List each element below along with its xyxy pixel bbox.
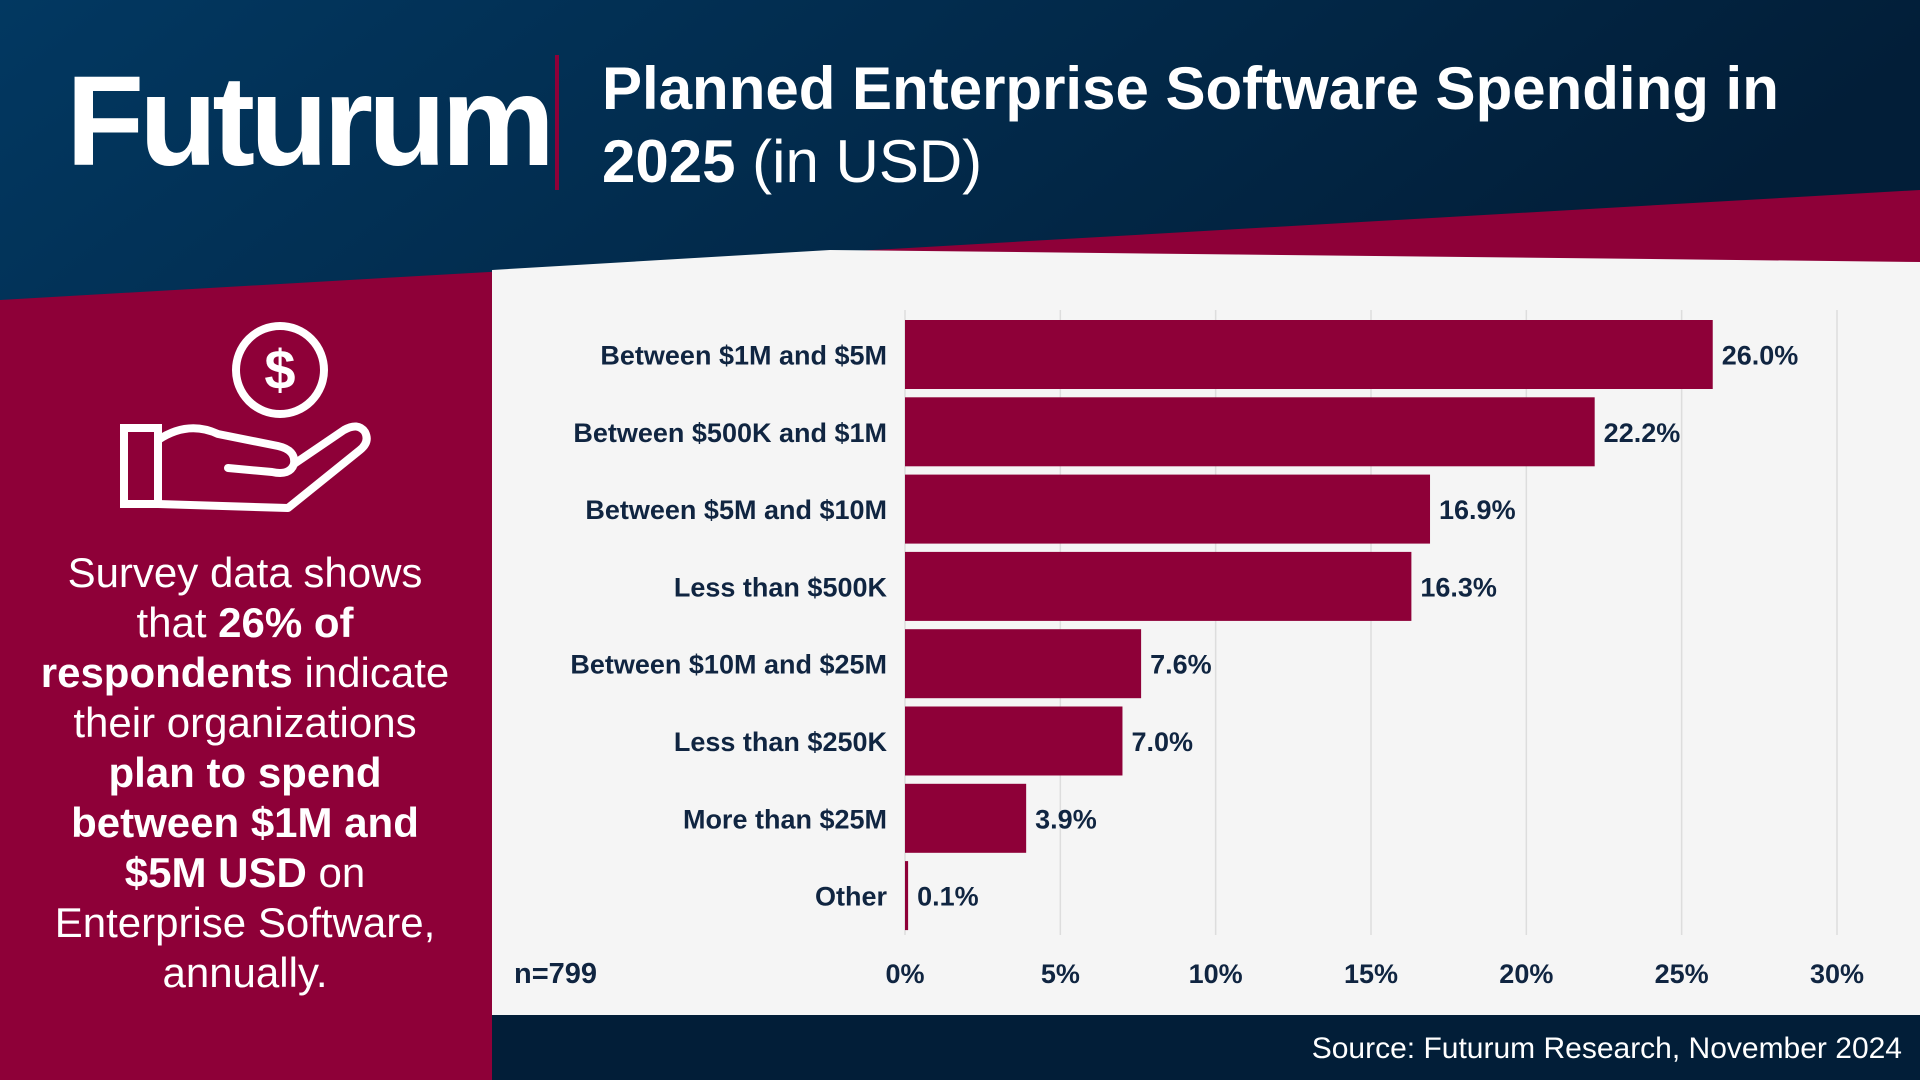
x-tick-label: 15% <box>1344 959 1398 989</box>
category-label: Between $10M and $25M <box>570 650 887 680</box>
svg-text:$: $ <box>264 338 295 401</box>
x-tick-label: 20% <box>1499 959 1553 989</box>
data-label: 22.2% <box>1604 418 1681 448</box>
futurum-logo: Futurum <box>66 50 555 193</box>
category-label: More than $25M <box>683 804 887 834</box>
footer-band <box>492 1015 1920 1080</box>
x-tick-label: 5% <box>1041 959 1080 989</box>
data-label: 3.9% <box>1035 804 1097 834</box>
category-label: Less than $500K <box>674 572 888 602</box>
category-label: Between $1M and $5M <box>600 341 887 371</box>
bar-chart-svg: 0% 5% 10% 15% 20% 25% 30% Between $1M and $5M 26… <box>570 310 1864 989</box>
data-label: 16.3% <box>1420 572 1497 602</box>
x-tick-label: 10% <box>1189 959 1243 989</box>
bar <box>905 474 1431 544</box>
bar-chart: 0% 5% 10% 15% 20% 25% 30% Between $1M and $5M 26… <box>492 270 1920 1014</box>
bar <box>905 706 1123 776</box>
category-label: Between $5M and $10M <box>585 495 887 525</box>
data-label: 7.6% <box>1150 650 1212 680</box>
money-hand-icon: $ <box>118 318 373 518</box>
bar <box>905 783 1027 853</box>
title-unit: (in USD) <box>752 128 983 195</box>
x-tick-label: 30% <box>1810 959 1864 989</box>
bar <box>905 629 1142 699</box>
data-label: 0.1% <box>917 882 979 912</box>
key-finding-text: Survey data shows that 26% of respondent… <box>40 549 450 996</box>
bar <box>905 397 1595 467</box>
x-tick-label: 0% <box>885 959 924 989</box>
bar <box>905 861 909 931</box>
key-finding-highlight-2: plan to spend between $1M and $5M USD <box>71 749 419 896</box>
data-label: 16.9% <box>1439 495 1516 525</box>
sample-size-note: n=799 <box>514 958 598 990</box>
category-label: Less than $250K <box>674 727 888 757</box>
x-tick-label: 25% <box>1655 959 1709 989</box>
category-label: Other <box>815 882 888 912</box>
header-divider <box>555 55 559 190</box>
bar <box>905 320 1713 389</box>
title-main: Planned Enterprise Software Spending in … <box>602 55 1779 195</box>
data-label: 26.0% <box>1722 341 1799 371</box>
bar <box>905 551 1412 621</box>
category-label: Between $500K and $1M <box>573 418 887 448</box>
source-note: Source: Futurum Research, November 2024 <box>1311 1032 1902 1065</box>
page-title: Planned Enterprise Software Spending in … <box>602 52 1842 198</box>
data-label: 7.0% <box>1131 727 1193 757</box>
key-finding-highlight-1: 26% of respondents <box>40 599 354 696</box>
